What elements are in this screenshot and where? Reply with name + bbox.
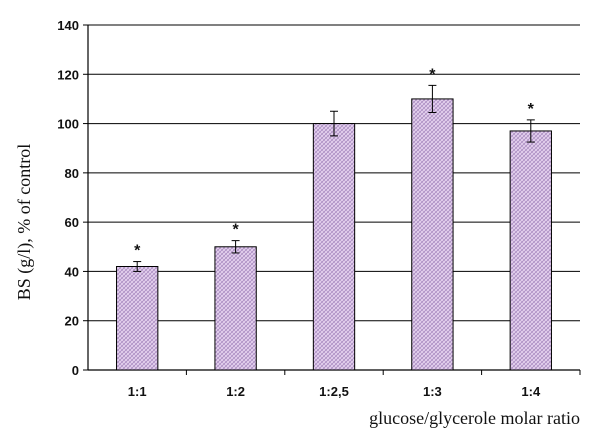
bar <box>411 98 454 371</box>
x-tick-label: 1:2 <box>226 384 245 399</box>
bars <box>116 84 552 371</box>
x-axis-title: glucose/glycerole molar ratio <box>369 408 580 428</box>
bar <box>214 246 257 371</box>
x-tick-label: 1:3 <box>423 384 442 399</box>
x-tick-label: 1:4 <box>521 384 541 399</box>
y-tick-label: 60 <box>65 215 79 230</box>
x-tick-label: 1:2,5 <box>319 384 349 399</box>
y-tick-label: 0 <box>72 363 79 378</box>
y-tick-label: 120 <box>57 67 79 82</box>
significance-marker: * <box>528 101 535 118</box>
bar <box>116 266 159 371</box>
bar <box>509 130 552 371</box>
tick-labels: 0 20 40 60 80 100 120 140 * 1:1 * 1:2 1:2,5 * 1:3 * 1:4 <box>57 18 541 399</box>
significance-marker: * <box>232 222 239 239</box>
x-tick-label: 1:1 <box>128 384 147 399</box>
y-tick-label: 140 <box>57 18 79 33</box>
y-tick-label: 100 <box>57 117 79 132</box>
y-tick-label: 80 <box>65 166 79 181</box>
y-tick-label: 40 <box>65 264 79 279</box>
y-tick-label: 20 <box>65 314 79 329</box>
significance-marker: * <box>134 243 141 260</box>
bar <box>312 123 356 371</box>
y-axis-title: BS (g/l), % of control <box>14 144 35 300</box>
significance-marker: * <box>429 66 436 83</box>
